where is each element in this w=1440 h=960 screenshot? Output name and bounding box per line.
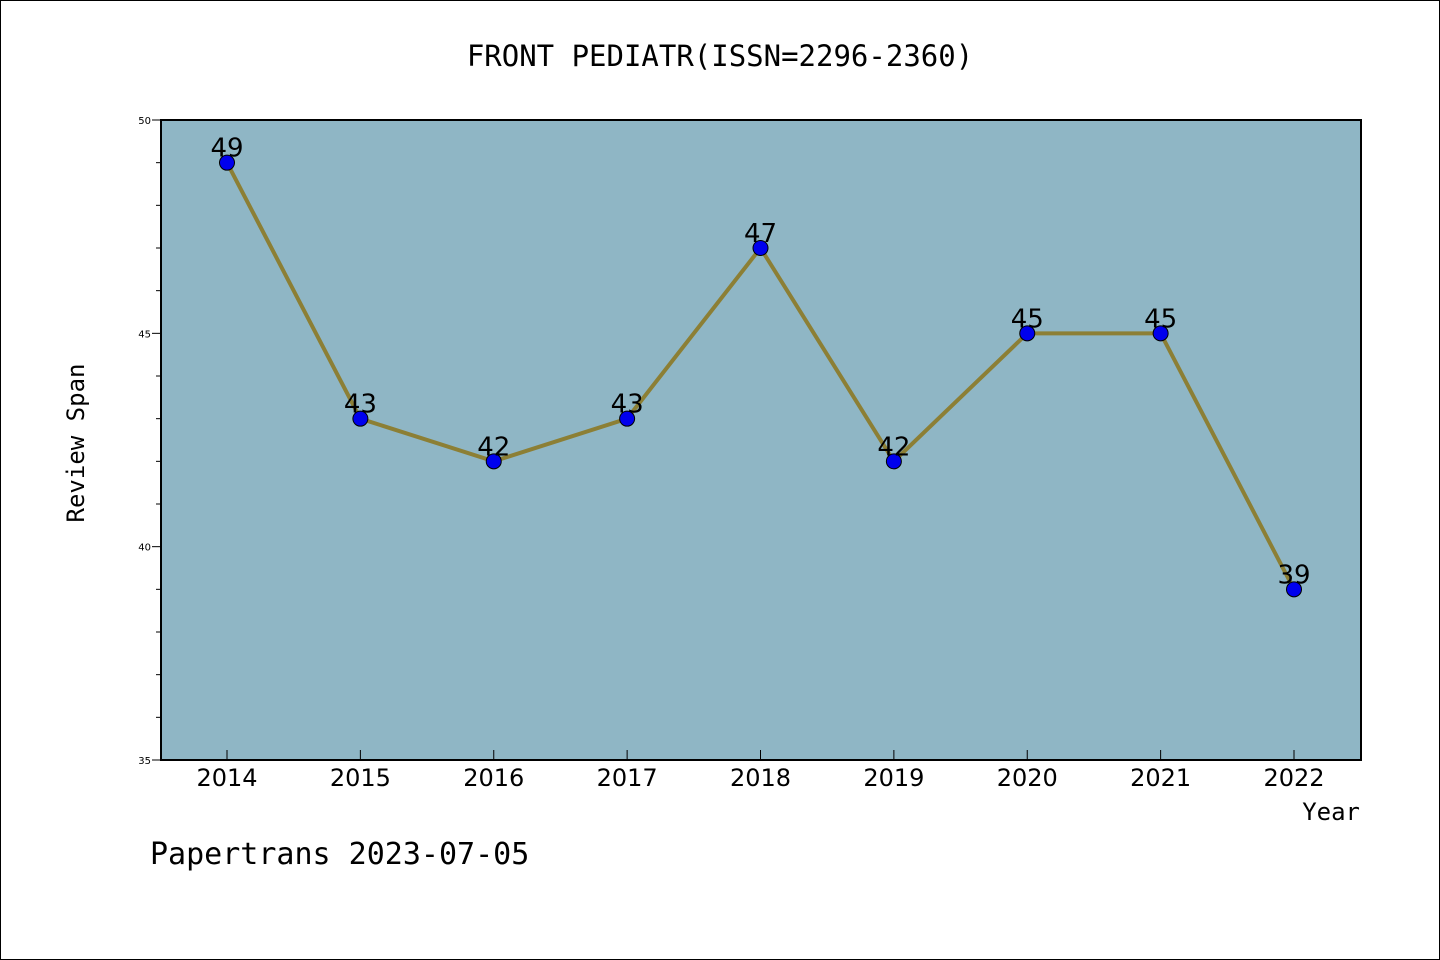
footer-watermark: Papertrans 2023-07-05 (150, 837, 529, 872)
x-axis: 2014 2015 2016 2017 2018 2019 2020 2021 2022 (196, 750, 1325, 792)
data-point (619, 410, 636, 427)
data-labels: 49 43 42 43 47 42 45 45 39 (210, 134, 1310, 591)
data-label: 42 (877, 432, 910, 462)
data-point (1019, 325, 1036, 342)
data-point (1152, 325, 1169, 342)
data-point (1286, 581, 1302, 598)
x-tick-label: 2022 (1263, 764, 1324, 792)
data-label: 45 (1011, 304, 1044, 334)
x-tick-label: 2019 (863, 764, 924, 792)
x-axis-label: Year (1302, 798, 1360, 826)
x-tick-label: 2021 (1130, 764, 1191, 792)
y-tick-label: 45 (138, 329, 151, 340)
data-label: 43 (611, 390, 644, 420)
data-point (752, 240, 769, 256)
data-point (485, 453, 502, 470)
plot-area (160, 119, 1362, 761)
data-point (352, 410, 369, 427)
x-tick-label: 2018 (730, 764, 791, 792)
data-label: 42 (477, 432, 510, 462)
data-label: 47 (744, 219, 777, 249)
y-axis-label: Review Span (62, 364, 90, 523)
x-tick-label: 2020 (997, 764, 1058, 792)
y-tick-label: 40 (138, 543, 151, 554)
series-review-span (219, 154, 1302, 598)
data-label: 43 (344, 390, 377, 420)
x-tick-label: 2015 (330, 764, 391, 792)
chart-title: FRONT PEDIATR(ISSN=2296-2360) (467, 39, 973, 73)
data-label: 45 (1144, 304, 1177, 334)
data-label: 49 (210, 134, 243, 164)
data-point (219, 154, 235, 171)
x-tick-label: 2017 (597, 764, 658, 792)
x-tick-label: 2016 (463, 764, 524, 792)
data-point (885, 453, 902, 470)
y-tick-label: 35 (138, 756, 151, 767)
data-label: 39 (1277, 560, 1310, 590)
x-tick-label: 2014 (196, 764, 257, 792)
y-axis: 35 40 45 50 (138, 116, 161, 767)
y-tick-label: 50 (138, 116, 151, 127)
